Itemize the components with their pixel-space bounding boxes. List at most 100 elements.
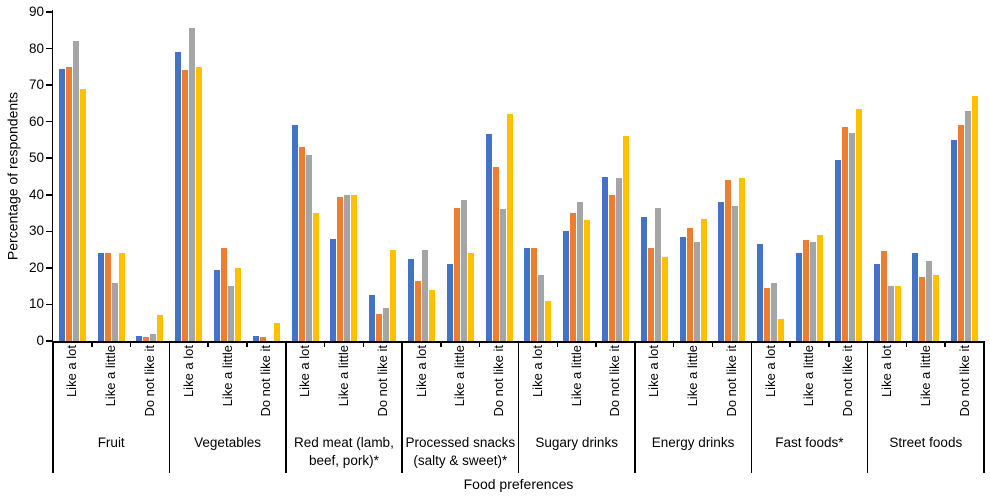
group-label-text: Do not like it xyxy=(956,345,972,417)
bar xyxy=(228,286,235,341)
group-label-text: Like a little xyxy=(452,345,468,407)
group-label-text: Do not like it xyxy=(258,345,274,417)
bar xyxy=(214,269,221,341)
bar xyxy=(732,205,739,341)
x-group-tick xyxy=(91,341,93,347)
group-label-text: Like a lot xyxy=(180,345,196,398)
category-label: Fruit xyxy=(97,435,125,450)
bar xyxy=(305,154,312,341)
x-group-tick xyxy=(595,341,597,347)
y-tick xyxy=(45,157,52,159)
bar xyxy=(764,287,771,341)
bar xyxy=(111,282,118,341)
group-label-text: Do not like it xyxy=(491,345,507,417)
category-divider xyxy=(750,341,752,473)
bar xyxy=(958,125,965,341)
x-group-tick xyxy=(711,341,714,347)
bar xyxy=(640,216,647,341)
bar xyxy=(446,264,453,341)
bar xyxy=(235,267,242,341)
category-label: Energy drinks xyxy=(651,435,735,450)
bar xyxy=(298,147,305,341)
bar xyxy=(608,194,615,341)
bar xyxy=(58,68,65,341)
bar xyxy=(725,180,732,341)
bar xyxy=(584,220,591,341)
x-group-tick xyxy=(789,341,791,347)
bar xyxy=(926,260,933,341)
bar xyxy=(622,136,629,341)
y-tick-label: 20 xyxy=(28,259,44,275)
x-group-tick xyxy=(672,341,675,347)
bar xyxy=(912,253,919,341)
category-label: Red meat (lamb, beef, pork)* xyxy=(294,435,394,468)
category-divider xyxy=(52,341,54,473)
x-group-tick xyxy=(905,341,908,347)
y-axis-line xyxy=(51,10,53,343)
category-divider xyxy=(866,341,869,473)
bar xyxy=(118,253,125,341)
y-tick-label: 90 xyxy=(28,4,44,19)
bar xyxy=(816,234,823,341)
bar xyxy=(460,200,467,341)
category-label: Sugary drinks xyxy=(535,435,618,450)
group-label-text: Like a little xyxy=(335,345,351,407)
group-label-text: Like a little xyxy=(568,345,584,407)
bar xyxy=(259,337,266,341)
bar xyxy=(848,132,855,341)
bar xyxy=(422,249,429,341)
y-tick xyxy=(45,303,52,306)
bar xyxy=(506,114,513,341)
bar xyxy=(693,242,700,341)
bar xyxy=(499,209,506,341)
bar xyxy=(467,253,474,341)
x-group-tick xyxy=(828,341,830,347)
category-label: Street foods xyxy=(889,435,963,450)
group-label-text: Do not like it xyxy=(840,345,856,417)
bar xyxy=(887,286,894,341)
category-label: Processed snacks (salty & sweet)* xyxy=(405,435,516,468)
y-tick-label: 80 xyxy=(28,40,44,56)
y-tick xyxy=(45,120,52,123)
x-group-tick xyxy=(944,341,946,347)
group-label-text: Like a lot xyxy=(646,345,662,398)
group-label-text: Like a little xyxy=(219,345,235,407)
y-tick xyxy=(45,84,52,86)
bar xyxy=(965,110,972,341)
bar xyxy=(873,264,880,341)
y-tick xyxy=(45,230,52,233)
category-label: Vegetables xyxy=(194,435,261,450)
bar xyxy=(601,176,608,341)
bar xyxy=(802,240,809,341)
bar xyxy=(577,202,584,341)
bar xyxy=(778,319,785,341)
y-tick-label: 60 xyxy=(28,113,44,129)
bar xyxy=(408,258,415,341)
category-divider xyxy=(285,341,287,473)
bar xyxy=(545,300,552,341)
bar xyxy=(376,313,383,341)
bar xyxy=(415,280,422,341)
bar xyxy=(429,289,436,341)
bar xyxy=(344,194,351,341)
bar xyxy=(538,275,545,341)
bar xyxy=(841,127,848,341)
bar xyxy=(351,194,358,341)
x-axis-title: Food preferences xyxy=(53,477,984,492)
y-tick-label: 70 xyxy=(28,77,44,93)
group-label-text: Do not like it xyxy=(374,345,390,417)
group-label-text: Like a little xyxy=(801,345,817,407)
bar xyxy=(894,286,901,341)
bar xyxy=(485,134,492,341)
x-group-tick xyxy=(362,341,365,347)
bar xyxy=(933,275,940,341)
group-label-text: Like a lot xyxy=(529,345,545,398)
category-divider xyxy=(634,341,636,473)
x-group-tick xyxy=(129,341,132,347)
y-tick xyxy=(45,194,52,196)
bar xyxy=(570,213,577,341)
bar xyxy=(97,253,104,341)
bar xyxy=(337,196,344,341)
bar xyxy=(273,322,280,341)
